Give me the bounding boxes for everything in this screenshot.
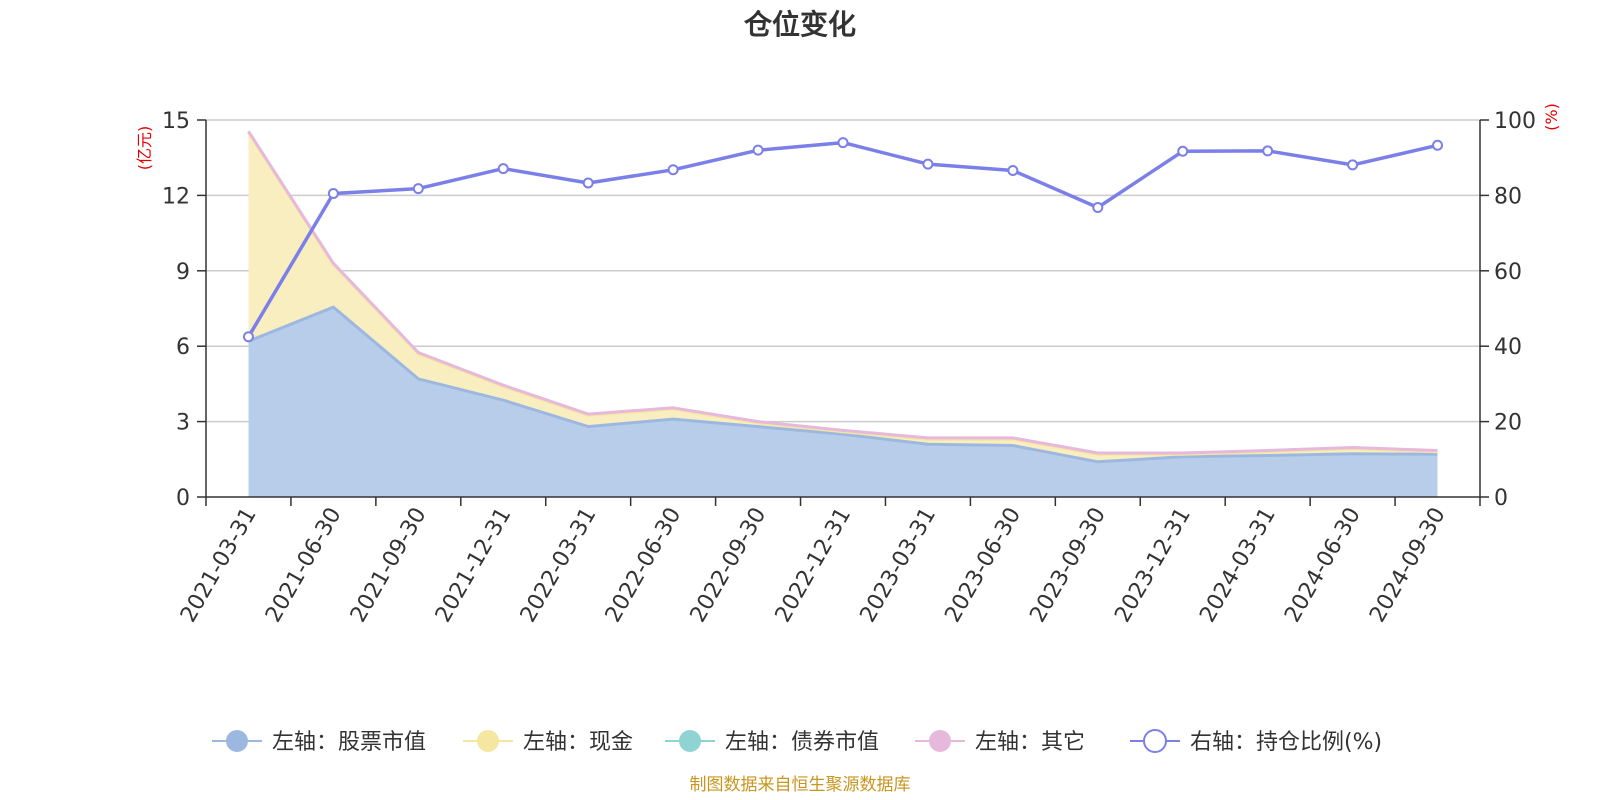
x-tick-label-4: 2022-03-31	[516, 504, 602, 627]
right-tick-label-60: 60	[1494, 260, 1522, 285]
x-tick-label-13: 2024-06-30	[1280, 504, 1366, 627]
x-tick-label-14: 2024-09-30	[1365, 504, 1451, 627]
legend-marker-4	[1143, 729, 1167, 753]
grid-lines	[206, 119, 1480, 423]
x-tick-label-1: 2021-06-30	[261, 504, 347, 627]
right-tick-label-0: 0	[1494, 486, 1508, 511]
ratio-point-8[interactable]	[922, 158, 934, 170]
legend-label-4: 右轴：持仓比例(%)	[1190, 730, 1382, 755]
left-tick-label-9: 9	[176, 260, 190, 285]
data-source-note: 制图数据来自恒生聚源数据库	[690, 775, 911, 795]
legend-marker-0	[226, 730, 248, 752]
left-tick-label-0: 0	[176, 486, 190, 511]
legend-label-1: 左轴：现金	[523, 730, 633, 755]
legend-label-2: 左轴：债券市值	[725, 730, 879, 755]
left-tick-label-12: 12	[162, 184, 190, 209]
x-tick-label-9: 2023-06-30	[940, 504, 1026, 627]
right-tick-label-20: 20	[1494, 411, 1522, 436]
left-tick-label-6: 6	[176, 335, 190, 360]
ratio-point-14[interactable]	[1432, 139, 1444, 151]
ratio-point-4[interactable]	[582, 177, 594, 189]
x-tick-label-5: 2022-06-30	[601, 504, 687, 627]
ratio-point-11[interactable]	[1177, 145, 1189, 157]
legend-item-3[interactable]: 左轴：其它	[915, 730, 1085, 755]
x-tick-label-3: 2021-12-31	[431, 504, 517, 627]
x-tick-label-8: 2023-03-31	[856, 504, 942, 627]
ratio-point-12[interactable]	[1262, 145, 1274, 157]
x-tick-label-10: 2023-09-30	[1025, 504, 1111, 627]
area-outline-3	[247, 130, 1438, 455]
ratio-point-2[interactable]	[412, 183, 424, 195]
area-series-0	[248, 307, 1438, 497]
ratio-point-1[interactable]	[327, 188, 339, 200]
ratio-point-10[interactable]	[1092, 201, 1104, 213]
ratio-line	[246, 140, 1438, 338]
right-tick-label-100: 100	[1494, 109, 1536, 134]
legend-item-4[interactable]: 右轴：持仓比例(%)	[1130, 729, 1382, 755]
ratio-point-6[interactable]	[752, 144, 764, 156]
legend-label-0: 左轴：股票市值	[272, 730, 426, 755]
ratio-point-5[interactable]	[667, 164, 679, 176]
x-tick-label-12: 2024-03-31	[1195, 504, 1281, 627]
ratio-point-7[interactable]	[837, 137, 849, 149]
ratio-point-13[interactable]	[1347, 159, 1359, 171]
right-axis-unit-label: (%)	[1542, 103, 1561, 131]
legend-item-2[interactable]: 左轴：债券市值	[665, 730, 879, 755]
x-tick-label-7: 2022-12-31	[771, 504, 857, 627]
legend: 左轴：股票市值 左轴：现金 左轴：债券市值 左轴：其它 右轴：持仓比例(%)	[212, 729, 1382, 755]
line-series-layer	[242, 137, 1444, 343]
left-axis-unit-label: (亿元)	[135, 126, 154, 171]
left-tick-label-15: 15	[162, 109, 190, 134]
legend-item-0[interactable]: 左轴：股票市值	[212, 730, 426, 755]
ratio-point-0[interactable]	[242, 331, 254, 343]
legend-marker-1	[477, 730, 499, 752]
chart-title: 仓位变化	[744, 8, 856, 41]
area-series-layer	[247, 130, 1438, 497]
left-tick-label-3: 3	[176, 411, 190, 436]
legend-item-1[interactable]: 左轴：现金	[463, 730, 633, 755]
x-tick-label-2: 2021-09-30	[346, 504, 432, 627]
x-tick-label-6: 2022-09-30	[686, 504, 772, 627]
right-tick-label-80: 80	[1494, 184, 1522, 209]
x-tick-label-11: 2023-12-31	[1110, 504, 1196, 627]
legend-marker-3	[929, 730, 951, 752]
ratio-point-3[interactable]	[497, 163, 509, 175]
area-outline-0	[247, 305, 1438, 464]
x-tick-label-0: 2021-03-31	[176, 504, 262, 627]
legend-marker-2	[679, 730, 701, 752]
ratio-point-9[interactable]	[1007, 165, 1019, 177]
legend-label-3: 左轴：其它	[975, 730, 1085, 755]
right-tick-label-40: 40	[1494, 335, 1522, 360]
